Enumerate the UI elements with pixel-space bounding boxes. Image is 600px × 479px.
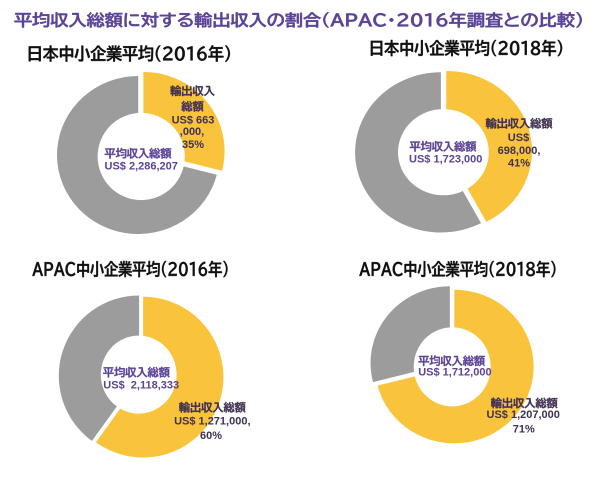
svg-text:60%: 60% [200, 430, 222, 442]
svg-text:US$ 1,271,000,: US$ 1,271,000, [174, 416, 250, 428]
svg-text:US$ 1,712,000: US$ 1,712,000 [418, 367, 491, 379]
svg-text:US$ 2,286,207: US$ 2,286,207 [105, 161, 178, 173]
svg-text:41%: 41% [508, 158, 530, 170]
svg-text:35%: 35% [182, 139, 204, 151]
svg-text:698,000,: 698,000, [498, 145, 541, 157]
svg-text:US$ 1,723,000: US$ 1,723,000 [409, 153, 482, 165]
svg-text:US$ 1,207,000: US$ 1,207,000 [487, 409, 560, 421]
svg-text:,000,: ,000, [180, 126, 204, 138]
svg-text:71%: 71% [513, 424, 535, 436]
svg-text:US$ 2,118,333: US$ 2,118,333 [103, 379, 179, 391]
svg-text:US$: US$ [508, 132, 529, 144]
svg-text:US$ 663: US$ 663 [172, 115, 215, 127]
